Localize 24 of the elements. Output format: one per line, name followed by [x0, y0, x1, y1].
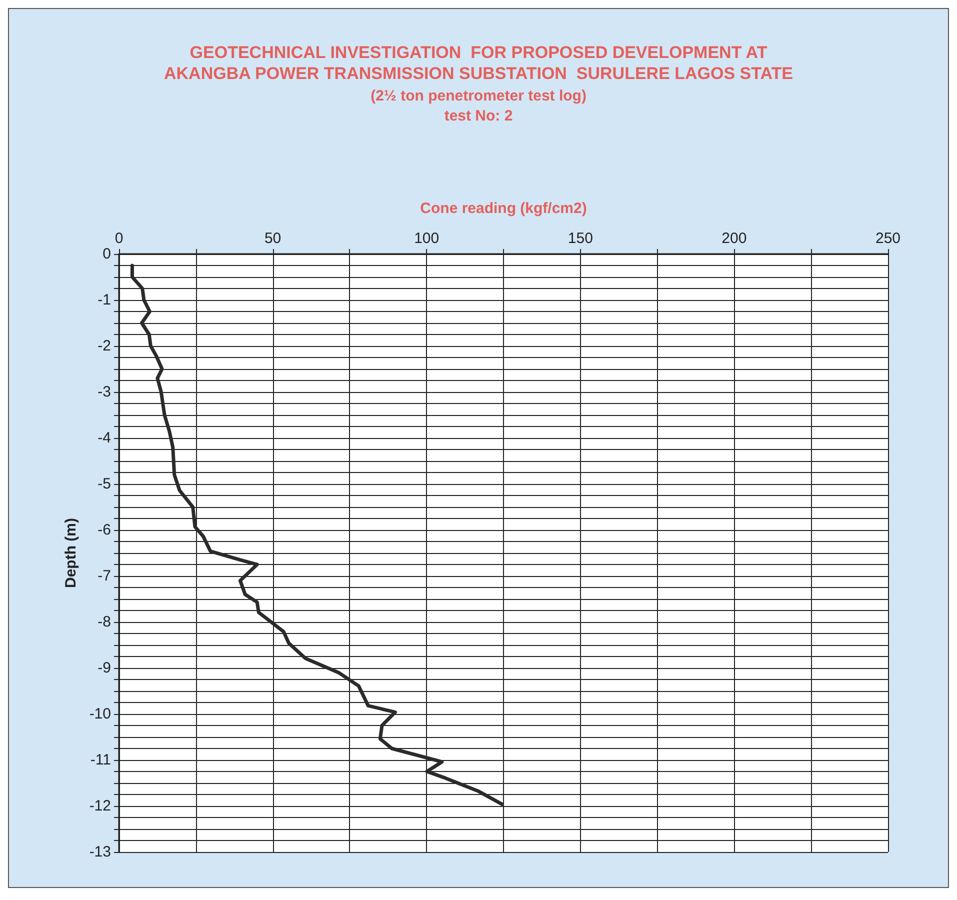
y-tick-label: -12 [89, 798, 111, 814]
y-tick-label: -13 [89, 844, 111, 860]
y-tick-label: -1 [98, 292, 111, 308]
y-tick-label: -7 [98, 568, 111, 584]
chart-subtitle: (2½ ton penetrometer test log) test No: 2 [370, 88, 586, 124]
y-tick-label: -4 [98, 430, 111, 446]
x-tick-label: 0 [114, 230, 124, 247]
y-tick-label: -2 [98, 338, 111, 354]
y-tick-label: 0 [102, 246, 111, 262]
x-tick-label: 200 [722, 230, 747, 247]
y-tick-label: -6 [98, 522, 111, 538]
y-tick-label: -8 [98, 614, 111, 630]
y-tick-label: -9 [98, 660, 111, 676]
x-tick-label: 100 [414, 230, 440, 247]
y-tick-label: -5 [98, 476, 111, 492]
y-tick-label: -3 [98, 384, 111, 400]
y-tick-label: -10 [89, 706, 111, 722]
x-tick-label: 50 [264, 230, 282, 247]
x-axis-title: Cone reading (kgf/cm2) [420, 200, 587, 217]
y-tick-label: -11 [90, 752, 111, 768]
x-tick-label: 250 [875, 230, 901, 247]
x-tick-label: 150 [568, 230, 593, 247]
y-axis-title: Depth (m) [62, 518, 80, 588]
chart-title: GEOTECHNICAL INVESTIGATION FOR PROPOSED DEVELOPMENT AT AKANGBA POWER TRANSMISSION SUBSTATION SURULERE LAGOS STATE [164, 43, 794, 83]
